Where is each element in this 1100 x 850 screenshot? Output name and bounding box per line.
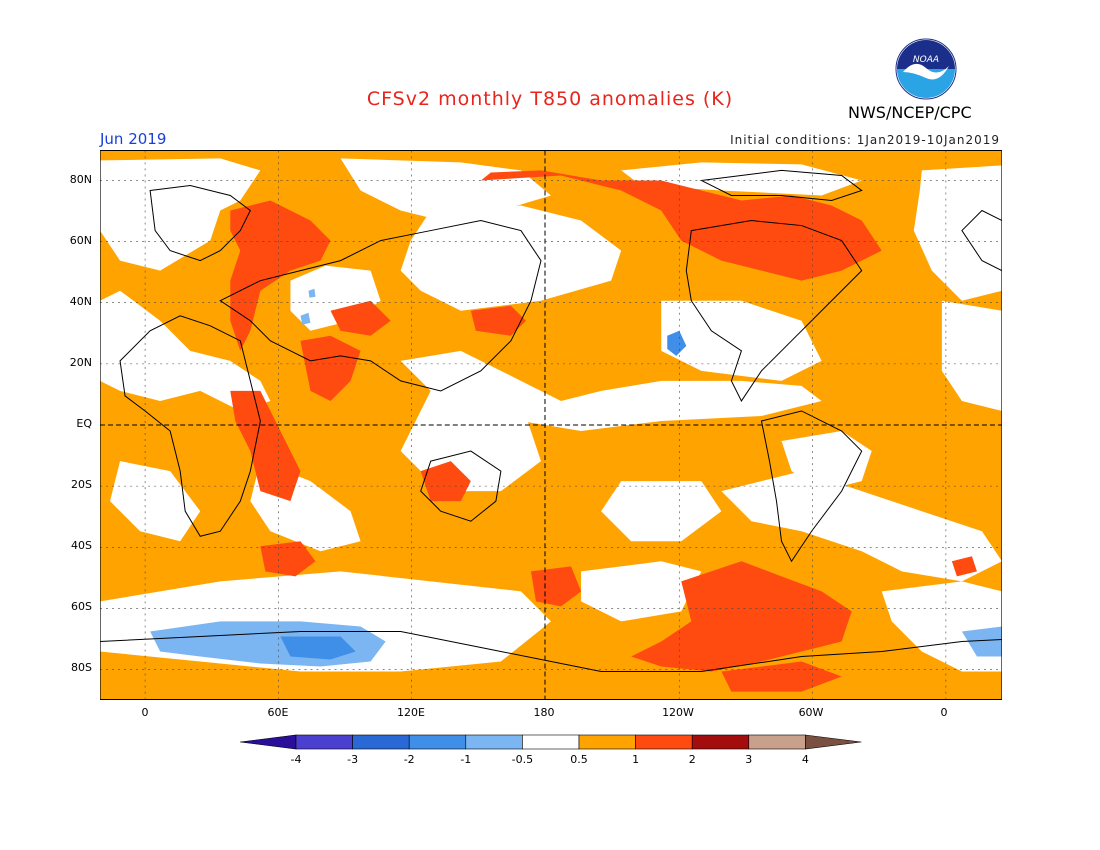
colorbar-swatch	[578, 734, 636, 750]
initial-conditions: Initial conditions: 1Jan2019-10Jan2019	[730, 133, 1000, 147]
organization-label: NWS/NCEP/CPC	[848, 103, 972, 122]
colorbar-label: -1	[460, 753, 472, 766]
lat-label-eq: EQ	[76, 417, 92, 430]
lat-label-80n: 80N	[69, 173, 92, 186]
colorbar-label: 4	[801, 753, 809, 766]
map-grid	[100, 150, 1002, 700]
lon-label-60w: 60W	[798, 706, 824, 719]
colorbar-label: -3	[347, 753, 359, 766]
lat-label-20n: 20N	[69, 356, 92, 369]
colorbar-label: -2	[403, 753, 415, 766]
lon-label-60e: 60E	[267, 706, 289, 719]
colorbar-swatch	[240, 734, 297, 750]
noaa-logo-icon: NOAA	[895, 38, 957, 100]
lat-label-40s: 40S	[71, 539, 92, 552]
colorbar-swatch	[805, 734, 862, 750]
lat-label-60s: 60S	[71, 600, 92, 613]
colorbar-label: 1	[632, 753, 640, 766]
map-title: CFSv2 monthly T850 anomalies (K)	[366, 88, 734, 110]
colorbar-swatch	[748, 734, 806, 750]
anomaly-map	[100, 150, 1002, 700]
lat-label-80s: 80S	[71, 661, 92, 674]
colorbar-label: 2	[688, 753, 696, 766]
lon-label-180: 180	[533, 706, 555, 719]
colorbar-label: 0.5	[570, 753, 588, 766]
lon-label-120w: 120W	[662, 706, 694, 719]
lat-label-60n: 60N	[69, 234, 92, 247]
colorbar-swatch	[522, 734, 580, 750]
lon-label-0-east: 0	[940, 706, 948, 719]
coastlines	[100, 169, 1002, 673]
svg-text:NOAA: NOAA	[913, 55, 939, 65]
colorbar-label: -0.5	[511, 753, 534, 766]
lon-label-0: 0	[141, 706, 149, 719]
neutral-anomaly-regions	[100, 158, 1002, 672]
colorbar	[240, 734, 862, 750]
colorbar-swatch	[635, 734, 693, 750]
lat-label-20s: 20S	[71, 478, 92, 491]
colorbar-swatch	[408, 734, 467, 750]
cool-anomaly-regions	[150, 288, 1002, 667]
equator-dateline	[100, 150, 1002, 700]
forecast-period: Jun 2019	[100, 130, 167, 148]
colorbar-label: -4	[290, 753, 302, 766]
colorbar-label: 3	[745, 753, 753, 766]
colorbar-swatch	[465, 734, 523, 750]
colorbar-swatch	[352, 734, 410, 750]
colorbar-swatch	[295, 734, 353, 750]
lat-label-40n: 40N	[69, 295, 92, 308]
colorbar-swatch	[691, 734, 750, 750]
lon-label-120e: 120E	[397, 706, 425, 719]
